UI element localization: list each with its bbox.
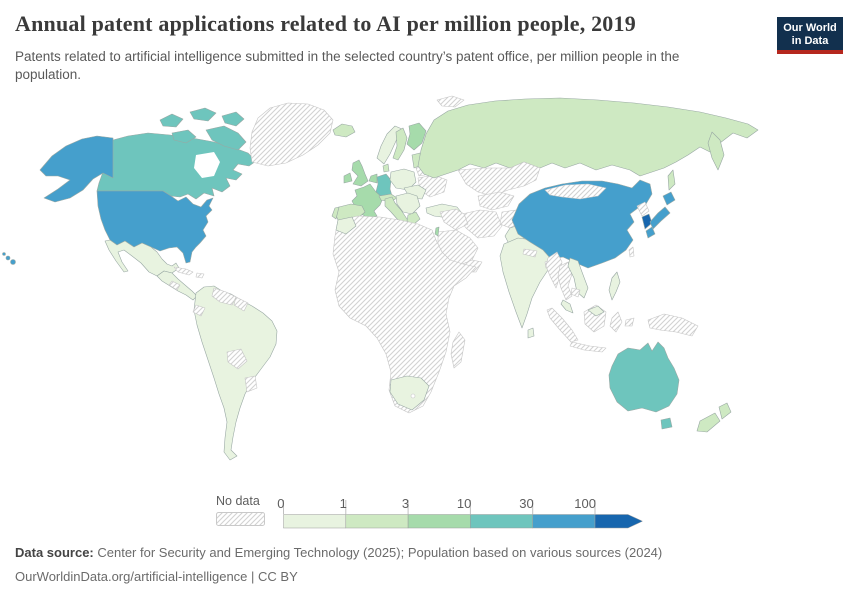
legend-tick-label-5: 100: [574, 496, 596, 511]
region-tasmania[interactable]: [660, 417, 673, 430]
region-madagascar[interactable]: [450, 331, 466, 369]
region-malaysia-peninsula[interactable]: [560, 299, 574, 314]
region-africa[interactable]: [332, 215, 477, 414]
legend-tick-label-4: 30: [519, 496, 533, 511]
region-new-guinea[interactable]: [647, 313, 699, 337]
region-alaska[interactable]: [39, 135, 114, 203]
region-malaysia-borneo[interactable]: [587, 305, 605, 317]
legend-tick-label-1: 1: [340, 496, 347, 511]
region-sakhalin[interactable]: [667, 169, 676, 191]
region-mongolia[interactable]: [544, 183, 607, 200]
legend-ticks: [283, 500, 596, 514]
footer-source-line: Data source: Center for Security and Eme…: [15, 545, 662, 560]
owid-logo[interactable]: Our World in Data: [777, 17, 843, 54]
region-hispaniola[interactable]: [195, 272, 205, 279]
region-bolivia[interactable]: [226, 348, 248, 370]
legend-segment-2[interactable]: [407, 514, 471, 529]
region-java[interactable]: [569, 341, 607, 353]
region-canada-baffin[interactable]: [205, 125, 247, 151]
region-sumatra[interactable]: [546, 307, 579, 343]
hudson-bay-water: [194, 152, 220, 178]
region-finland[interactable]: [406, 122, 427, 151]
region-nicaragua[interactable]: [168, 280, 181, 291]
region-guyanas[interactable]: [233, 296, 249, 312]
region-greenland[interactable]: [249, 102, 334, 167]
legend-segment-4[interactable]: [532, 514, 596, 529]
region-benelux[interactable]: [368, 173, 378, 184]
region-iceland[interactable]: [332, 123, 356, 138]
legend-segment-3[interactable]: [470, 514, 533, 529]
region-myanmar[interactable]: [545, 251, 563, 289]
region-nepal[interactable]: [522, 248, 538, 258]
region-hawaii[interactable]: [2, 252, 16, 265]
region-morocco[interactable]: [335, 216, 357, 235]
region-greece[interactable]: [406, 211, 421, 226]
region-kamchatka[interactable]: [707, 131, 725, 171]
region-australia[interactable]: [608, 341, 680, 413]
page-subtitle: Patents related to artificial intelligen…: [15, 49, 680, 82]
region-taiwan[interactable]: [628, 246, 635, 258]
region-balkans[interactable]: [395, 192, 421, 215]
owid-logo-accent-bar: [777, 50, 843, 54]
region-russia[interactable]: [417, 97, 759, 179]
region-denmark[interactable]: [382, 163, 390, 173]
region-paraguay-uruguay[interactable]: [244, 375, 258, 393]
region-portugal[interactable]: [331, 206, 340, 220]
region-united-kingdom[interactable]: [351, 159, 369, 187]
region-ireland[interactable]: [343, 172, 353, 184]
region-central-asia[interactable]: [477, 191, 515, 211]
no-data-swatch[interactable]: [216, 512, 265, 526]
lesotho-dot: [410, 393, 416, 399]
region-iraq-syria[interactable]: [439, 208, 469, 231]
region-canada-island-3[interactable]: [221, 111, 245, 127]
region-canada-island-1[interactable]: [159, 113, 184, 128]
owid-logo-background: [777, 17, 843, 50]
map-regions: [2, 95, 759, 461]
region-cuba[interactable]: [173, 266, 194, 276]
owid-logo-line1: Our World: [783, 22, 837, 34]
legend-segment-5-arrow[interactable]: [594, 514, 644, 529]
region-sweden[interactable]: [392, 127, 408, 161]
region-canada-island-2[interactable]: [189, 107, 217, 122]
legend-tick-label-2: 3: [402, 496, 409, 511]
page-title: Annual patent applications related to AI…: [15, 11, 636, 36]
legend-tick-labels: 0 1 3 10 30 100: [277, 496, 596, 511]
legend-segment-0[interactable]: [283, 514, 347, 529]
footer-link[interactable]: OurWorldinData.org/artificial-intelligen…: [15, 569, 298, 584]
legend-color-scale: [283, 514, 644, 529]
owid-logo-line2: in Data: [792, 35, 830, 47]
region-new-zealand[interactable]: [696, 402, 732, 433]
data-source-label: Data source:: [15, 545, 94, 560]
region-vietnam[interactable]: [567, 257, 589, 299]
region-sri-lanka[interactable]: [527, 327, 535, 339]
region-north-korea[interactable]: [636, 201, 650, 217]
region-israel[interactable]: [434, 226, 440, 237]
region-maluku[interactable]: [624, 317, 635, 327]
no-data-label: No data: [216, 494, 260, 508]
region-ecuador[interactable]: [192, 304, 206, 317]
legend-segment-1[interactable]: [345, 514, 409, 529]
region-venezuela[interactable]: [211, 287, 237, 306]
legend-tick-label-3: 10: [457, 496, 471, 511]
region-canada-island-4[interactable]: [171, 129, 197, 144]
region-japan[interactable]: [645, 191, 676, 239]
region-sulawesi[interactable]: [609, 311, 623, 333]
region-philippines[interactable]: [608, 271, 621, 301]
region-kazakhstan[interactable]: [457, 161, 541, 197]
region-svalbard[interactable]: [436, 95, 465, 108]
data-source-text: Center for Security and Emerging Technol…: [93, 545, 663, 560]
region-south-africa[interactable]: [389, 375, 430, 411]
region-cambodia[interactable]: [570, 287, 581, 298]
legend-tick-label-0: 0: [277, 496, 284, 511]
